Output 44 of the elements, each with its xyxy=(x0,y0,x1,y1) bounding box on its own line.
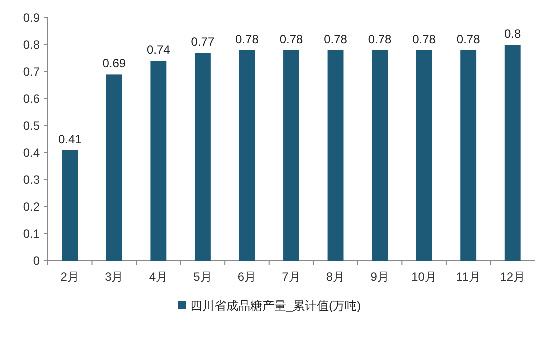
y-tick-label: 0.7 xyxy=(23,65,40,79)
bar xyxy=(239,50,256,261)
bar xyxy=(62,150,78,261)
data-label: 0.78 xyxy=(456,32,481,46)
y-tick-label: 0 xyxy=(33,254,40,268)
x-tick-label: 3月 xyxy=(105,270,124,284)
x-tick-label: 8月 xyxy=(326,270,346,284)
bar xyxy=(150,61,167,261)
x-tick-label: 4月 xyxy=(149,270,168,284)
bar xyxy=(372,50,388,261)
x-tick-label: 6月 xyxy=(238,270,257,284)
bar xyxy=(194,53,211,261)
data-label: 0.78 xyxy=(368,32,392,46)
data-label: 0.78 xyxy=(324,32,348,46)
x-tick-label: 12月 xyxy=(500,270,526,284)
y-tick-label: 0.1 xyxy=(23,227,40,241)
data-label: 0.78 xyxy=(236,32,260,46)
data-label: 0.78 xyxy=(280,32,304,46)
data-label: 0.74 xyxy=(147,43,171,58)
data-label: 0.69 xyxy=(102,56,126,71)
x-tick-label: 10月 xyxy=(412,270,437,284)
bar xyxy=(460,50,477,261)
bar xyxy=(284,50,300,261)
x-tick-label: 2月 xyxy=(60,270,80,284)
data-label: 0.8 xyxy=(504,27,522,41)
data-label: 0.78 xyxy=(412,32,436,46)
y-tick-label: 0.4 xyxy=(23,146,40,160)
bar xyxy=(504,45,521,261)
bar xyxy=(106,74,122,261)
data-label: 0.41 xyxy=(58,132,82,146)
y-tick-label: 0.6 xyxy=(23,92,40,106)
y-tick-label: 0.3 xyxy=(23,173,40,187)
x-tick-label: 11月 xyxy=(456,270,481,284)
x-tick-label: 7月 xyxy=(282,270,301,284)
y-tick-label: 0.2 xyxy=(23,200,40,214)
x-tick-label: 9月 xyxy=(370,270,390,284)
y-tick-label: 0.9 xyxy=(23,11,40,25)
legend-label: 四川省成品糖产量_累计值(万吨) xyxy=(190,299,362,313)
bar xyxy=(328,50,344,261)
x-tick-label: 5月 xyxy=(194,270,212,284)
bar xyxy=(416,50,432,261)
data-label: 0.77 xyxy=(191,35,215,50)
y-tick-label: 0.8 xyxy=(23,38,40,52)
y-tick-label: 0.5 xyxy=(23,119,40,133)
